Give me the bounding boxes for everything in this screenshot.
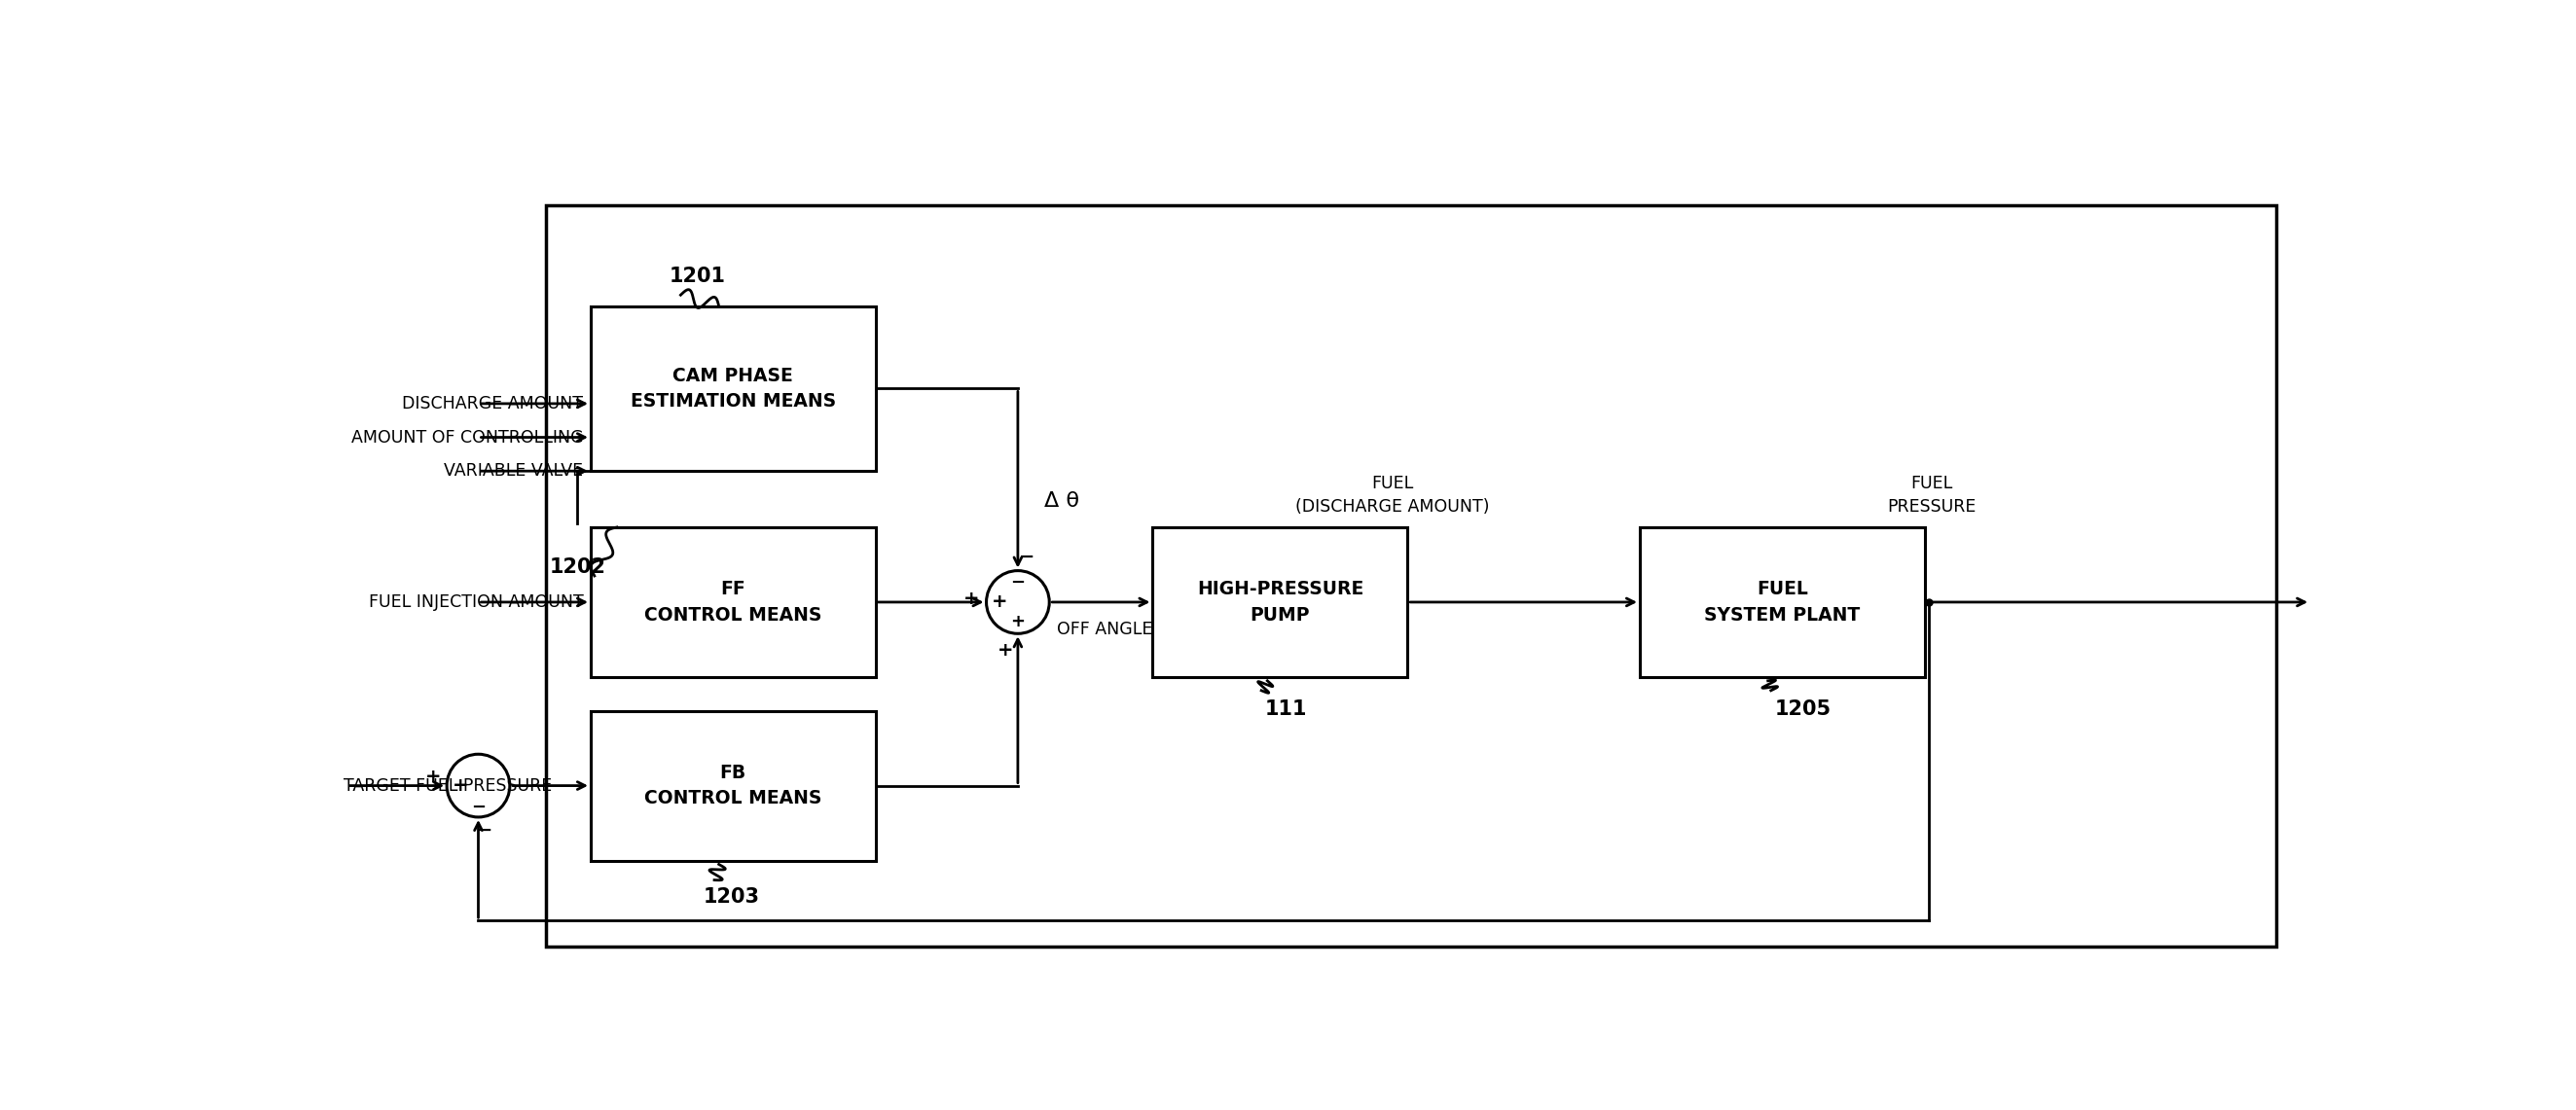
Text: AMOUNT OF CONTROLLING: AMOUNT OF CONTROLLING bbox=[350, 428, 582, 446]
Text: HIGH-PRESSURE
PUMP: HIGH-PRESSURE PUMP bbox=[1198, 581, 1363, 624]
Text: FUEL
SYSTEM PLANT: FUEL SYSTEM PLANT bbox=[1705, 581, 1860, 624]
Text: OFF ANGLE: OFF ANGLE bbox=[1056, 622, 1151, 638]
Text: +: + bbox=[963, 589, 979, 607]
Bar bbox=[590, 710, 876, 860]
Bar bbox=[546, 205, 2277, 947]
Circle shape bbox=[987, 571, 1048, 634]
Circle shape bbox=[446, 754, 510, 817]
Text: 1203: 1203 bbox=[703, 887, 760, 906]
Text: DISCHARGE AMOUNT: DISCHARGE AMOUNT bbox=[402, 395, 582, 413]
Text: FUEL INJECTION AMOUNT: FUEL INJECTION AMOUNT bbox=[368, 594, 582, 611]
Text: +: + bbox=[1010, 613, 1025, 630]
Text: FUEL
PRESSURE: FUEL PRESSURE bbox=[1888, 475, 1976, 515]
Text: 111: 111 bbox=[1265, 699, 1309, 719]
Text: TARGET FUEL PRESSURE: TARGET FUEL PRESSURE bbox=[343, 777, 551, 795]
Text: −: − bbox=[477, 821, 492, 840]
Bar bbox=[590, 527, 876, 677]
Text: +: + bbox=[451, 776, 469, 795]
Text: +: + bbox=[997, 640, 1012, 659]
Text: FB
CONTROL MEANS: FB CONTROL MEANS bbox=[644, 764, 822, 808]
Text: −: − bbox=[1020, 548, 1036, 566]
Text: −: − bbox=[471, 799, 487, 817]
Text: 1205: 1205 bbox=[1775, 699, 1832, 719]
Text: −: − bbox=[1010, 574, 1025, 592]
Bar bbox=[590, 306, 876, 471]
Text: FF
CONTROL MEANS: FF CONTROL MEANS bbox=[644, 581, 822, 624]
Text: +: + bbox=[992, 593, 1007, 612]
Text: CAM PHASE
ESTIMATION MEANS: CAM PHASE ESTIMATION MEANS bbox=[631, 366, 835, 411]
Text: Δ θ: Δ θ bbox=[1043, 492, 1079, 511]
Text: 1202: 1202 bbox=[549, 557, 605, 577]
Text: +: + bbox=[425, 767, 440, 786]
Text: 1201: 1201 bbox=[670, 266, 726, 286]
Bar bbox=[1641, 527, 1924, 677]
Bar bbox=[1151, 527, 1406, 677]
Text: VARIABLE VALVE: VARIABLE VALVE bbox=[443, 462, 582, 480]
Text: FUEL
(DISCHARGE AMOUNT): FUEL (DISCHARGE AMOUNT) bbox=[1296, 475, 1489, 515]
